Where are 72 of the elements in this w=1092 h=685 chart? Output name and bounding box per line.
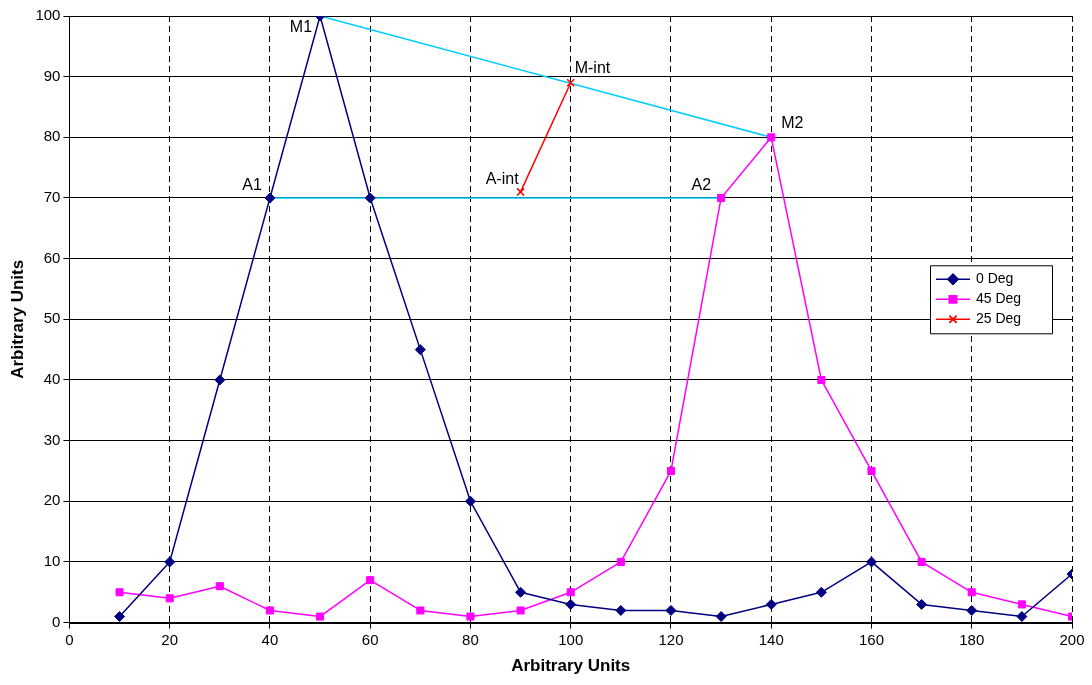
point bbox=[466, 612, 475, 621]
point bbox=[565, 598, 577, 610]
y-tick-label: 50 bbox=[43, 309, 61, 327]
annotation: M1 bbox=[289, 18, 313, 36]
point bbox=[765, 598, 777, 610]
y-tick-label: 20 bbox=[43, 491, 61, 509]
y-tick-label: 80 bbox=[43, 127, 61, 145]
point bbox=[264, 192, 276, 204]
x-tick-label: 80 bbox=[462, 630, 479, 648]
point bbox=[865, 556, 877, 568]
x-tick-label: 60 bbox=[361, 630, 379, 648]
y-tick-label: 70 bbox=[43, 188, 61, 206]
x-tick-label: 20 bbox=[161, 630, 179, 648]
y-tick-label: 10 bbox=[43, 552, 61, 570]
annotation: A-int bbox=[485, 170, 520, 188]
point bbox=[867, 466, 876, 475]
legend-label: 45 Deg bbox=[976, 290, 1022, 307]
point bbox=[316, 612, 325, 621]
annotation: A1 bbox=[242, 176, 263, 194]
x-axis-title: Arbitrary Units bbox=[511, 656, 631, 676]
point bbox=[214, 374, 226, 386]
point bbox=[1016, 611, 1028, 623]
point bbox=[414, 344, 426, 356]
x-tick-label: 0 bbox=[65, 630, 74, 648]
point bbox=[966, 604, 978, 616]
point bbox=[114, 611, 126, 623]
point bbox=[917, 557, 926, 566]
y-tick-label: 60 bbox=[43, 248, 61, 266]
point bbox=[364, 192, 376, 204]
x-tick-label: 100 bbox=[558, 630, 584, 648]
point bbox=[164, 556, 176, 568]
point bbox=[215, 582, 224, 591]
point bbox=[916, 598, 928, 610]
point bbox=[815, 586, 827, 598]
x-tick-label: 160 bbox=[858, 630, 884, 648]
point bbox=[516, 187, 525, 197]
point bbox=[715, 611, 727, 623]
x-tick-label: 120 bbox=[658, 630, 684, 648]
y-tick-label: 0 bbox=[52, 612, 61, 630]
legend-label: 0 Deg bbox=[976, 270, 1014, 287]
x-tick-label: 200 bbox=[1059, 630, 1085, 648]
annotation: M2 bbox=[781, 113, 804, 131]
point bbox=[615, 604, 627, 616]
x-tick-label: 140 bbox=[758, 630, 784, 648]
point bbox=[265, 606, 274, 615]
point bbox=[516, 606, 525, 615]
point bbox=[717, 193, 726, 203]
y-tick-label: 40 bbox=[43, 370, 61, 388]
point bbox=[666, 466, 676, 475]
point bbox=[366, 576, 375, 585]
annotation: M-int bbox=[574, 59, 611, 77]
y-tick-label: 30 bbox=[43, 430, 61, 448]
point bbox=[665, 604, 677, 616]
point bbox=[616, 557, 625, 566]
point bbox=[515, 586, 527, 598]
point bbox=[1017, 600, 1026, 609]
point bbox=[566, 588, 575, 597]
annotation: A2 bbox=[691, 176, 712, 194]
point bbox=[115, 588, 124, 597]
point bbox=[767, 133, 776, 142]
x-tick-label: 40 bbox=[261, 630, 279, 648]
point bbox=[165, 594, 174, 603]
x-tick-label: 180 bbox=[959, 630, 985, 648]
legend-label: 25 Deg bbox=[976, 310, 1022, 327]
point bbox=[967, 588, 976, 597]
point bbox=[416, 606, 425, 615]
y-tick-label: 90 bbox=[43, 66, 61, 84]
point bbox=[566, 78, 575, 88]
y-tick-label: 100 bbox=[35, 6, 61, 24]
point bbox=[464, 495, 476, 507]
y-axis-title: Arbitrary Units bbox=[7, 259, 27, 379]
point bbox=[817, 375, 826, 384]
